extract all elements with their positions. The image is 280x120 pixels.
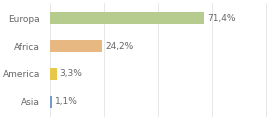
Text: 3,3%: 3,3%	[60, 69, 83, 78]
Text: 71,4%: 71,4%	[207, 14, 235, 23]
Text: 1,1%: 1,1%	[55, 97, 78, 106]
Bar	[50, 12, 204, 24]
Bar	[50, 68, 57, 80]
Text: 24,2%: 24,2%	[105, 42, 133, 51]
Bar	[50, 40, 102, 52]
Bar	[50, 96, 52, 108]
